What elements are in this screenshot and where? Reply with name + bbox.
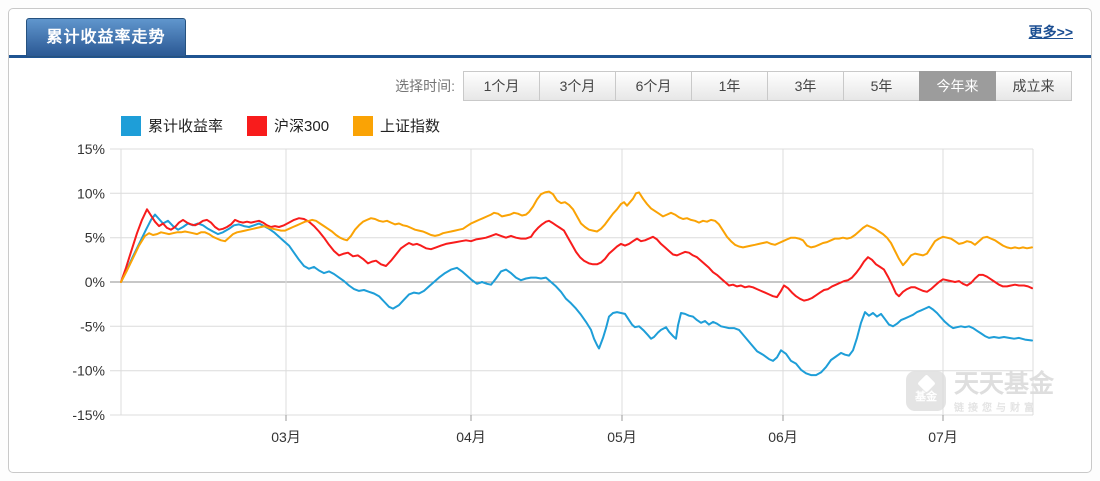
legend-swatch-icon — [353, 115, 374, 136]
time-range-selector: 选择时间: 1个月 3个月 6个月 1年 3年 5年 今年来 成立来 — [395, 71, 1072, 101]
time-range-option-4[interactable]: 1年 — [691, 71, 768, 101]
legend-label: 上证指数 — [380, 118, 441, 135]
watermark-brand: 天天基金 — [954, 370, 1055, 398]
watermark-logo-glyph — [916, 374, 936, 393]
svg-text:15%: 15% — [77, 141, 105, 157]
svg-text:03月: 03月 — [271, 429, 301, 445]
time-range-option-8[interactable]: 成立来 — [995, 71, 1072, 101]
svg-text:05月: 05月 — [607, 429, 637, 445]
time-range-option-1[interactable]: 1个月 — [463, 71, 540, 101]
svg-text:10%: 10% — [77, 185, 105, 201]
time-range-option-3[interactable]: 6个月 — [615, 71, 692, 101]
svg-text:-5%: -5% — [80, 318, 105, 334]
page-title: 累计收益率走势 — [46, 29, 166, 46]
svg-text:06月: 06月 — [768, 429, 798, 445]
time-range-buttons: 1个月 3个月 6个月 1年 3年 5年 今年来 成立来 — [463, 71, 1072, 101]
time-range-option-2[interactable]: 3个月 — [539, 71, 616, 101]
watermark-text: 天天基金 链接您与财富 — [954, 370, 1055, 415]
chart-legend: 累计收益率 沪深300 上证指数 — [121, 115, 464, 136]
svg-text:0%: 0% — [85, 274, 105, 290]
time-selector-label: 选择时间: — [395, 78, 455, 94]
watermark-tagline: 链接您与财富 — [954, 403, 1038, 414]
legend-item-2[interactable]: 沪深300 — [247, 115, 329, 136]
legend-swatch-icon — [121, 115, 141, 136]
svg-text:04月: 04月 — [456, 429, 486, 445]
svg-text:07月: 07月 — [928, 429, 958, 445]
svg-text:-10%: -10% — [72, 363, 105, 379]
svg-text:-15%: -15% — [72, 407, 105, 423]
watermark-logo-text: 基金 — [915, 391, 937, 403]
legend-item-3[interactable]: 上证指数 — [353, 115, 440, 136]
time-range-option-5[interactable]: 3年 — [767, 71, 844, 101]
legend-swatch-icon — [247, 115, 268, 136]
fund-performance-panel: 累计收益率走势 更多>> 选择时间: 1个月 3个月 6个月 1年 3年 5年 今年来 成立来… — [8, 8, 1092, 473]
watermark-logo-icon: 基金 — [906, 371, 946, 411]
header-underline — [9, 55, 1091, 58]
section-tab-title: 累计收益率走势 — [26, 18, 186, 57]
legend-label: 沪深300 — [274, 118, 330, 135]
legend-item-1[interactable]: 累计收益率 — [121, 115, 223, 136]
watermark: 基金 天天基金 链接您与财富 — [906, 371, 1054, 414]
svg-text:5%: 5% — [85, 230, 105, 246]
legend-label: 累计收益率 — [148, 118, 224, 135]
time-range-option-6[interactable]: 5年 — [843, 71, 920, 101]
more-link[interactable]: 更多>> — [1028, 24, 1073, 40]
time-range-option-7[interactable]: 今年来 — [919, 71, 996, 101]
